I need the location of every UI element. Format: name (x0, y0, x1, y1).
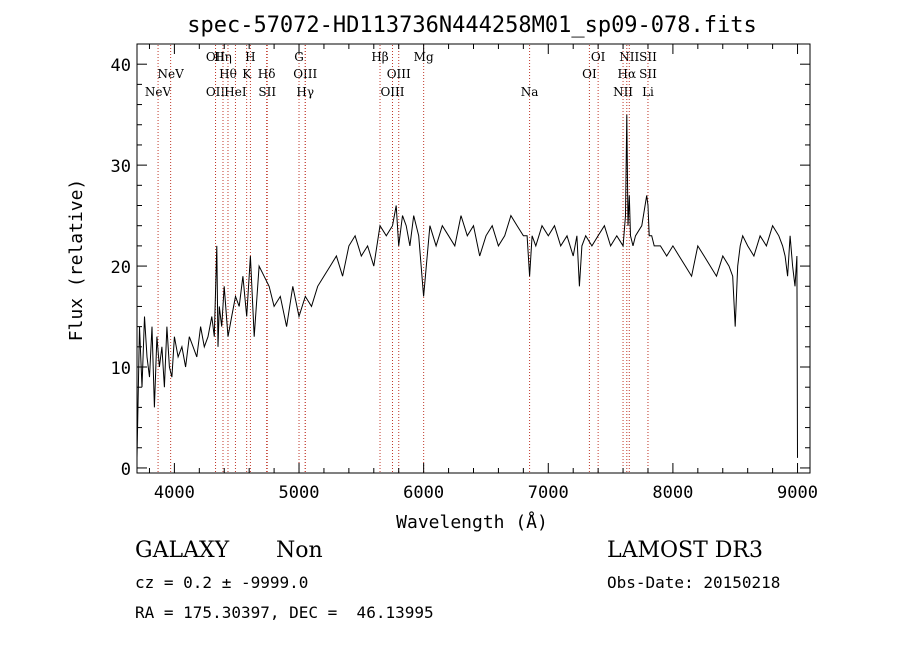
y-axis-label: Flux (relative) (66, 179, 87, 342)
obs-date: Obs-Date: 20150218 (607, 573, 781, 592)
line-markers: NeVNeVOIIOIIHηHθHeIKHHδSIIGOIIIHγHβOIIIO… (145, 45, 657, 472)
marker-label: Hγ (296, 85, 314, 99)
x-tick-label: 8000 (652, 483, 693, 503)
marker-label: OIII (380, 85, 404, 99)
x-tick-label: 7000 (528, 483, 569, 503)
y-tick-label: 20 (111, 258, 131, 278)
x-tick-label: 9000 (777, 483, 818, 503)
marker-label: NeV (158, 67, 185, 81)
marker-label: OI (591, 50, 606, 64)
marker-label: OII (206, 85, 226, 99)
marker-label: NeV (145, 85, 172, 99)
series-line-spectrum (136, 114, 798, 458)
object-class: GALAXY (135, 538, 230, 563)
y-tick-label: 40 (111, 56, 131, 76)
x-tick-label: 5000 (279, 483, 320, 503)
marker-label: OI (582, 67, 597, 81)
marker-label: OIII (293, 67, 317, 81)
marker-label: H (245, 50, 255, 64)
marker-label: Li (642, 85, 654, 99)
marker-label: Hα (618, 67, 637, 81)
x-tick-label: 6000 (403, 483, 444, 503)
object-subclass: Non (276, 538, 323, 563)
x-axis-label: Wavelength (Å) (396, 511, 548, 533)
marker-label: NII (619, 50, 639, 64)
y-tick-label: 10 (111, 359, 131, 379)
y-tick-label: 0 (121, 460, 131, 480)
marker-label: Hη (214, 50, 232, 64)
marker-label: G (294, 50, 304, 64)
marker-label: OIII (387, 67, 411, 81)
series-layer (136, 114, 798, 458)
marker-label: K (242, 67, 252, 81)
marker-label: HeI (224, 85, 247, 99)
marker-label: SII (258, 85, 276, 99)
marker-label: SII (639, 67, 657, 81)
marker-label: Hθ (219, 67, 237, 81)
chart-title: spec-57072-HD113736N444258M01_sp09-078.f… (187, 13, 757, 38)
marker-label: Mg (414, 50, 434, 64)
marker-label: Hβ (371, 50, 388, 64)
marker-label: NII (613, 85, 633, 99)
survey-name: LAMOST DR3 (607, 538, 763, 563)
x-tick-label: 4000 (154, 483, 195, 503)
redshift-readout: cz = 0.2 ± -9999.0 (135, 573, 309, 592)
coordinates: RA = 175.30397, DEC = 46.13995 (135, 603, 434, 622)
axes: 4000 5000 6000 7000 8000 9000 0 10 20 30 40 (111, 44, 818, 503)
marker-label: Na (521, 85, 539, 99)
y-tick-label: 30 (111, 157, 131, 177)
marker-label: Hδ (258, 67, 276, 81)
plot-frame (136, 43, 811, 474)
